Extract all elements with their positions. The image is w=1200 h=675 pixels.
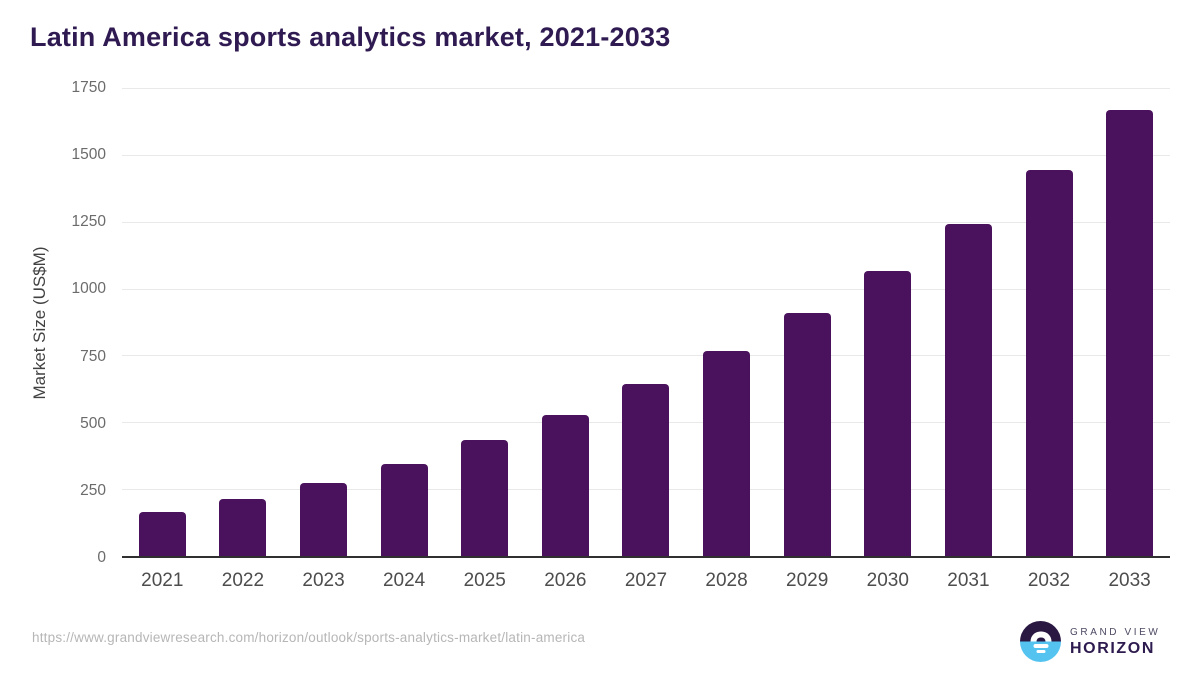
brand-name-bottom: HORIZON <box>1070 640 1155 657</box>
y-tick-label-750: 750 <box>80 347 106 365</box>
x-tick-label-2027: 2027 <box>624 570 668 591</box>
plot-area <box>122 88 1170 558</box>
gridline-750 <box>122 355 1170 357</box>
gridline-1500 <box>122 154 1170 156</box>
bar-slot-2028 <box>686 88 767 556</box>
logo-horizon-line <box>1036 650 1045 653</box>
bar-2022[interactable] <box>219 499 267 556</box>
bar-slot-2021 <box>122 88 203 556</box>
y-tick-label-500: 500 <box>80 414 106 432</box>
x-tick-label-2022: 2022 <box>221 570 265 591</box>
y-tick-label-1250: 1250 <box>71 213 106 231</box>
bar-2023[interactable] <box>300 483 348 556</box>
y-tick-label-1750: 1750 <box>71 79 106 96</box>
bar-slot-2025 <box>444 88 525 556</box>
x-tick-label-2033: 2033 <box>1108 570 1151 591</box>
y-tick-label-0: 0 <box>97 549 106 566</box>
x-tick-label-2024: 2024 <box>382 570 426 591</box>
gridline-1250 <box>122 221 1170 223</box>
bar-2027[interactable] <box>622 384 670 556</box>
bar-slot-2026 <box>525 88 606 556</box>
logo-sun-arch-hole <box>1036 637 1045 642</box>
brand-name-top: GRAND VIEW <box>1070 627 1161 638</box>
x-tick-label-2032: 2032 <box>1027 570 1071 591</box>
y-tick-label-250: 250 <box>80 481 106 499</box>
bar-2024[interactable] <box>380 464 428 556</box>
y-tick-label-1500: 1500 <box>71 146 106 164</box>
x-tick-label-2023: 2023 <box>302 570 345 591</box>
x-tick-label-2021: 2021 <box>141 570 184 591</box>
bar-2025[interactable] <box>461 440 509 556</box>
x-tick-label-2028: 2028 <box>705 570 748 591</box>
gridline-1750 <box>122 88 1170 89</box>
bar-slot-2027 <box>606 88 687 556</box>
logo-horizon-line <box>1033 644 1048 648</box>
chart-title: Latin America sports analytics market, 2… <box>30 22 671 52</box>
bar-2028[interactable] <box>703 351 751 556</box>
source-url: https://www.grandviewresearch.com/horizo… <box>32 630 586 645</box>
bar-2030[interactable] <box>864 271 912 556</box>
bar-2031[interactable] <box>944 223 992 556</box>
bar-2032[interactable] <box>1025 170 1073 556</box>
bar-series <box>122 88 1170 556</box>
bar-slot-2023 <box>283 88 364 556</box>
bar-2029[interactable] <box>783 313 831 556</box>
bar-slot-2032 <box>1009 88 1090 556</box>
bar-2021[interactable] <box>138 511 186 556</box>
x-tick-label-2030: 2030 <box>866 570 909 591</box>
bar-slot-2029 <box>767 88 848 556</box>
x-axis-labels: 2021 2022 2023 2024 2025 2026 2027 2028 2029 2030… <box>122 570 1170 592</box>
x-tick-label-2029: 2029 <box>786 570 829 591</box>
brand-logo: GRAND VIEW HORIZON <box>1020 621 1160 662</box>
x-tick-label-2026: 2026 <box>544 570 587 591</box>
bar-2033[interactable] <box>1106 109 1154 556</box>
y-axis-ticks: 0 250 500 750 1000 1250 1500 1750 <box>0 79 106 566</box>
x-tick-label-2031: 2031 <box>947 570 990 591</box>
logo-sun-arch <box>1030 631 1051 642</box>
bar-slot-2030 <box>847 88 928 556</box>
y-tick-label-1000: 1000 <box>71 280 106 298</box>
bar-slot-2022 <box>203 88 284 556</box>
bar-slot-2033 <box>1089 88 1170 556</box>
gridline-1000 <box>122 288 1170 290</box>
bar-slot-2031 <box>928 88 1009 556</box>
bar-slot-2024 <box>364 88 445 556</box>
grand-view-horizon-logo-icon <box>1020 621 1061 662</box>
x-tick-label-2025: 2025 <box>463 570 506 591</box>
bar-2026[interactable] <box>541 414 589 556</box>
brand-text: GRAND VIEW HORIZON <box>1070 621 1160 662</box>
